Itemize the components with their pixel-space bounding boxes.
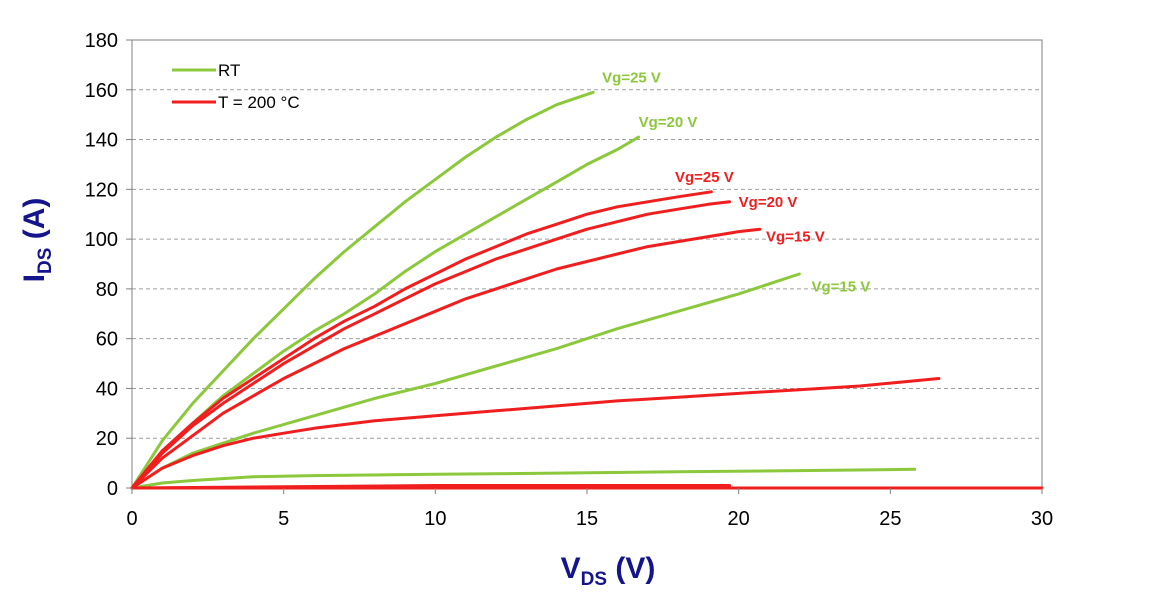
- x-tick-label-10: 10: [424, 508, 446, 530]
- series-line-1: [130, 135, 641, 490]
- x-axis-title: VDS (V): [561, 552, 656, 590]
- y-tick-label-60: 60: [96, 329, 118, 351]
- x-tick-label-5: 5: [278, 508, 289, 530]
- y-axis-title-unit: (A): [18, 198, 51, 248]
- curve-label-0: Vg=25 V: [602, 69, 661, 86]
- gridlines: [132, 89, 1042, 439]
- x-tick-label-15: 15: [576, 508, 598, 530]
- y-tick-label-100: 100: [85, 229, 118, 251]
- x-tick-label-25: 25: [879, 508, 901, 530]
- curve-label-2: Vg=25 V: [675, 169, 734, 186]
- series-line-6: [130, 227, 762, 490]
- curve-label-1: Vg=20 V: [639, 114, 698, 131]
- x-tick-label-30: 30: [1031, 508, 1053, 530]
- y-axis-title-main: I: [18, 274, 51, 282]
- x-tick-label-20: 20: [728, 508, 750, 530]
- y-tick-label-0: 0: [107, 478, 118, 500]
- series-line-4: [130, 190, 713, 490]
- y-tick-label-20: 20: [96, 428, 118, 450]
- y-tick-label-120: 120: [85, 179, 118, 201]
- x-axis-title-main: V: [561, 552, 581, 585]
- y-tick-label-180: 180: [85, 30, 118, 52]
- x-tick-label-0: 0: [126, 508, 137, 530]
- curve-label-4: Vg=15 V: [766, 229, 825, 246]
- y-tick-label-80: 80: [96, 279, 118, 301]
- curve-label-3: Vg=20 V: [739, 194, 798, 211]
- legend-label-rt: RT: [218, 61, 240, 80]
- series-line-0: [130, 90, 595, 490]
- tick-labels: 0 20 40 60 80 100 120 140 160 180 0 5 10 15 20 25 30: [85, 30, 1054, 530]
- series-line-5: [130, 200, 732, 490]
- series-lines: [130, 90, 1044, 490]
- legend: RT T = 200 °C: [172, 61, 300, 112]
- x-axis-title-unit: (V): [607, 552, 655, 585]
- y-tick-label-40: 40: [96, 378, 118, 400]
- series-line-3: [130, 467, 917, 490]
- y-axis-title-sub: DS: [35, 248, 56, 274]
- series-line-7: [130, 377, 941, 490]
- x-axis-title-sub: DS: [581, 569, 607, 590]
- y-tick-label-160: 160: [85, 80, 118, 102]
- series-line-2: [130, 272, 801, 490]
- curve-annotations: Vg=25 V Vg=20 V Vg=25 V Vg=20 V Vg=15 V Vg=15…: [602, 69, 870, 295]
- y-axis-title: IDS (A): [18, 198, 56, 283]
- y-tick-label-140: 140: [85, 130, 118, 152]
- curve-label-5: Vg=15 V: [811, 278, 870, 295]
- legend-label-200c: T = 200 °C: [218, 93, 300, 112]
